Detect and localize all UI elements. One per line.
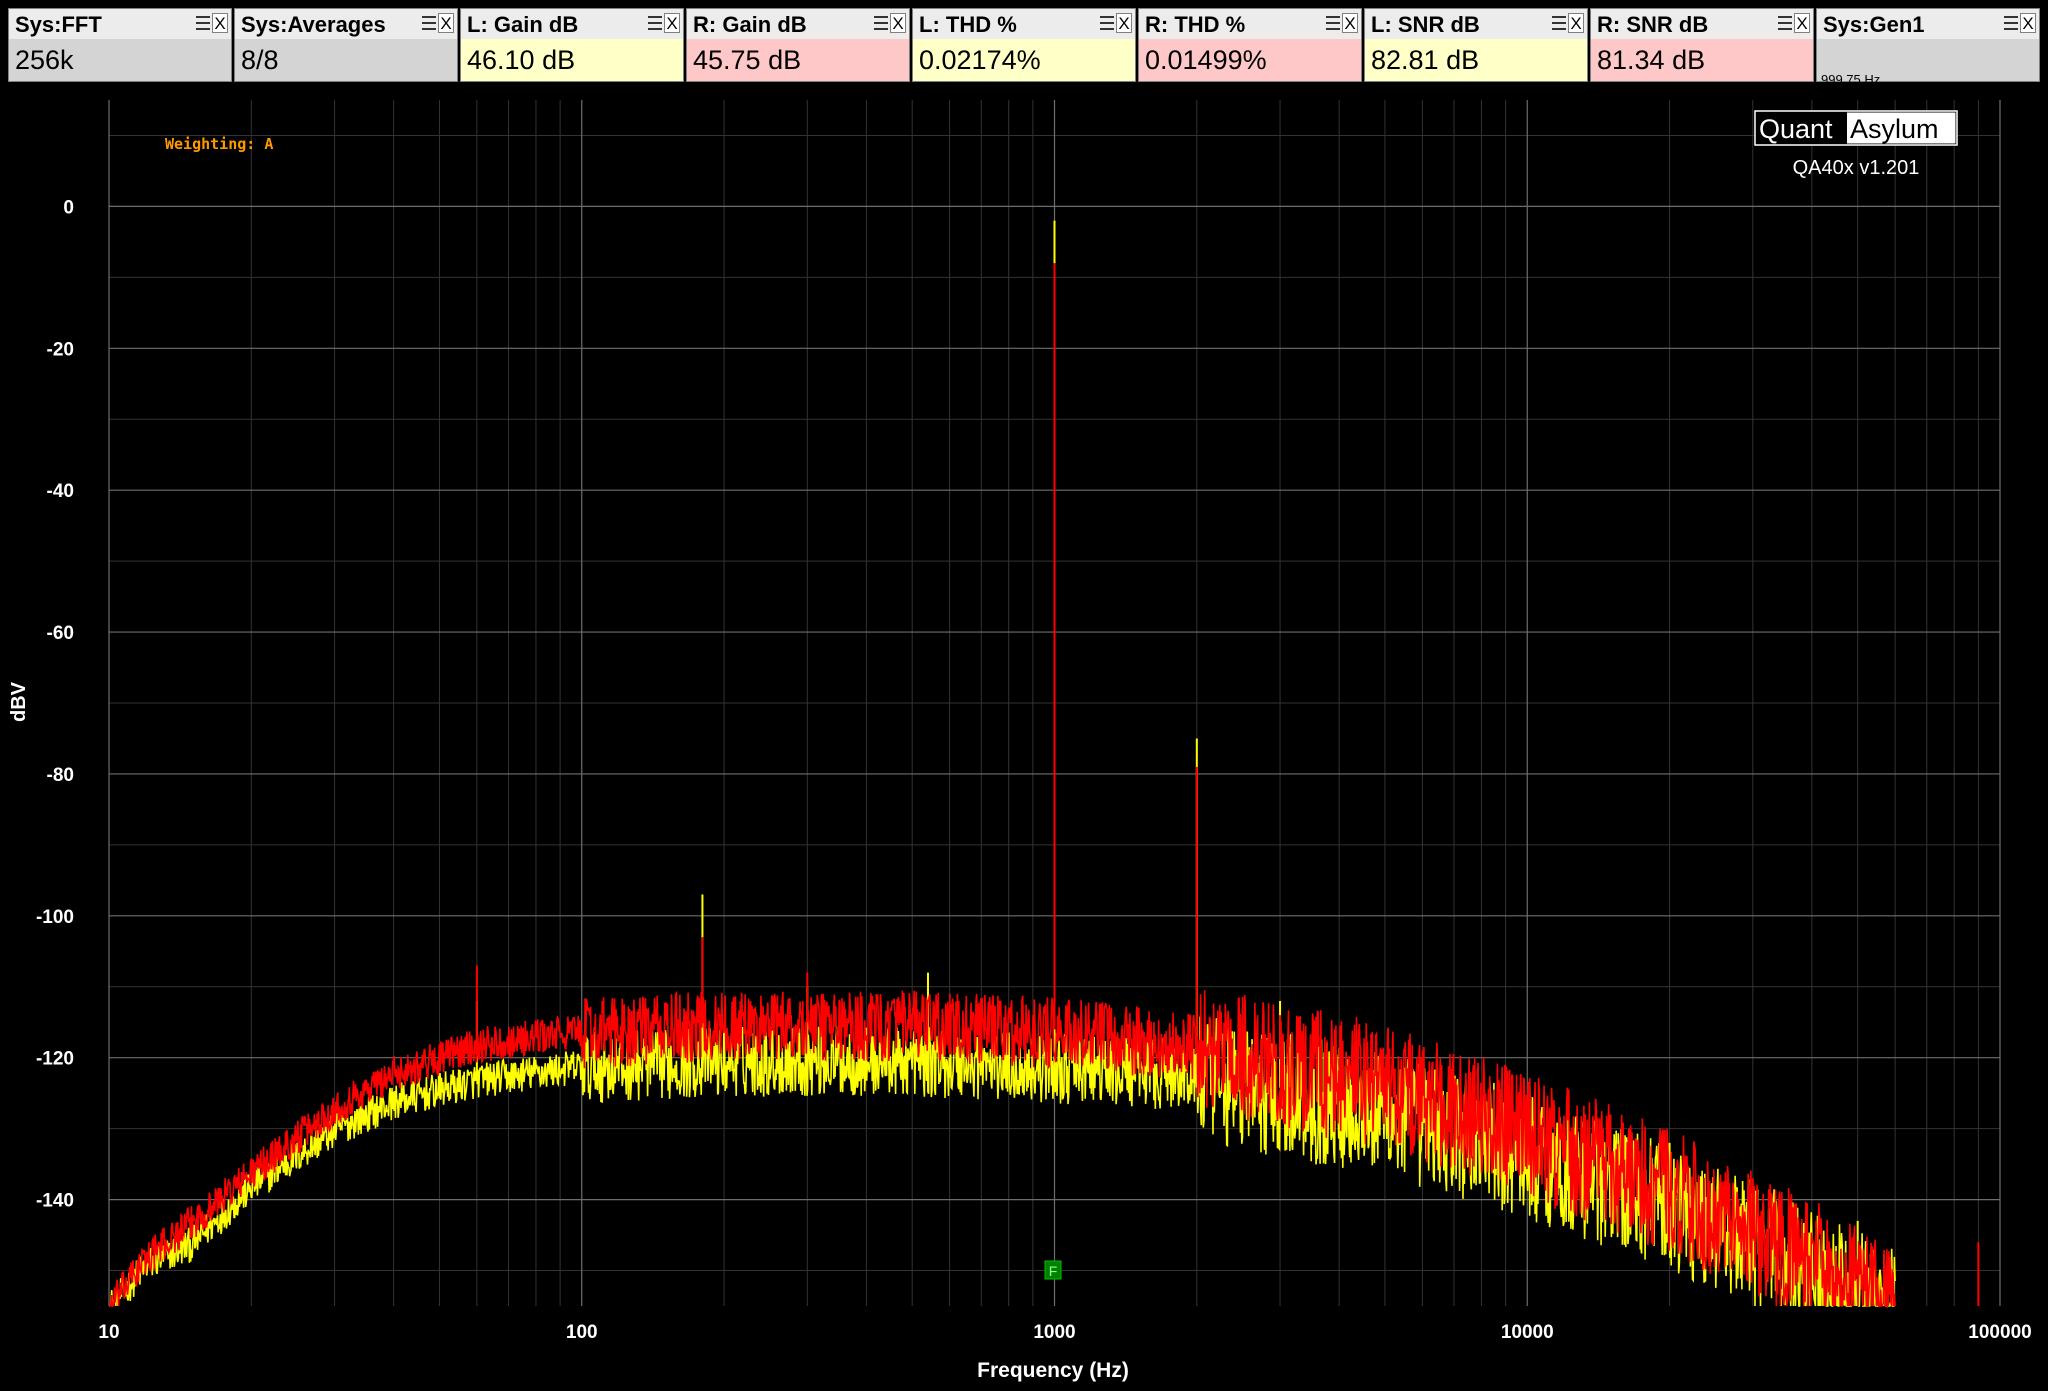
tile-menu-icon[interactable]: [422, 14, 436, 32]
tile-title: L: THD %: [919, 12, 1017, 37]
tile-menu-icon[interactable]: [196, 14, 210, 32]
y-tick-label: -120: [36, 1049, 74, 1070]
brand-logo: Quant Asylum: [1754, 110, 1958, 146]
tile-close-icon[interactable]: X: [1342, 13, 1358, 33]
tile-header: R: SNR dB X: [1591, 9, 1813, 39]
tile-value: 81.34 dB: [1597, 45, 1706, 75]
tile-value-area: 81.34 dB: [1591, 39, 1813, 81]
tile-value: 0.02174%: [919, 45, 1041, 75]
tile-value: 46.10 dB: [467, 45, 576, 75]
y-tick-label: -100: [36, 907, 74, 928]
measurement-tile[interactable]: Sys:Averages X 8/8: [234, 8, 458, 82]
measurement-tile[interactable]: R: SNR dB X 81.34 dB: [1590, 8, 1814, 82]
measurement-tile[interactable]: R: THD % X 0.01499%: [1138, 8, 1362, 82]
tile-close-icon[interactable]: X: [212, 13, 228, 33]
trace-R-noise: [108, 990, 1896, 1309]
tile-menu-icon[interactable]: [1100, 14, 1114, 32]
measurement-tile[interactable]: L: Gain dB X 46.10 dB: [460, 8, 684, 82]
y-tick-label: 0: [63, 197, 74, 218]
tile-title: L: Gain dB: [467, 12, 579, 37]
tile-header: L: SNR dB X: [1365, 9, 1587, 39]
x-tick-label: 10: [98, 1322, 119, 1343]
measurement-tile[interactable]: Sys:Gen1 X 999.75 Hz-48.00 dBV / 3.981 mVr…: [1816, 8, 2040, 104]
tile-header: L: THD % X: [913, 9, 1135, 39]
tile-header: Sys:Gen1 X: [1817, 9, 2039, 39]
measurement-tile[interactable]: L: THD % X 0.02174%: [912, 8, 1136, 82]
tile-close-icon[interactable]: X: [1568, 13, 1584, 33]
tile-close-icon[interactable]: X: [664, 13, 680, 33]
tile-header: R: THD % X: [1139, 9, 1361, 39]
tile-title: Sys:Averages: [241, 12, 386, 37]
tile-menu-icon[interactable]: [1326, 14, 1340, 32]
tile-value-area: 256k: [9, 39, 231, 81]
generator-frequency: 999.75 Hz: [1821, 72, 1881, 87]
tile-title: R: Gain dB: [693, 12, 807, 37]
measurement-tile[interactable]: L: SNR dB X 82.81 dB: [1364, 8, 1588, 82]
tile-value: 8/8: [241, 45, 279, 75]
tile-title: R: THD %: [1145, 12, 1246, 37]
tile-title: Sys:Gen1: [1823, 12, 1925, 37]
tile-header: L: Gain dB X: [461, 9, 683, 39]
tile-close-icon[interactable]: X: [1794, 13, 1810, 33]
tile-title: L: SNR dB: [1371, 12, 1480, 37]
tile-close-icon[interactable]: X: [890, 13, 906, 33]
y-tick-label: -80: [47, 765, 74, 786]
x-tick-label: 100: [566, 1322, 598, 1343]
tile-title: Sys:FFT: [15, 12, 102, 37]
tile-header: Sys:Averages X: [235, 9, 457, 39]
tile-menu-icon[interactable]: [874, 14, 888, 32]
weighting-label: Weighting: A: [165, 135, 273, 153]
tile-menu-icon[interactable]: [1552, 14, 1566, 32]
version-label: QA40x v1.201: [1793, 157, 1920, 179]
tile-value: 256k: [15, 45, 74, 75]
marker-label: F: [1049, 1263, 1058, 1279]
y-tick-label: -40: [47, 481, 74, 502]
measurement-tile[interactable]: R: Gain dB X 45.75 dB: [686, 8, 910, 82]
y-tick-label: -20: [47, 339, 74, 360]
tile-close-icon[interactable]: X: [1116, 13, 1132, 33]
tile-menu-icon[interactable]: [1778, 14, 1792, 32]
x-tick-label: 10000: [1501, 1322, 1554, 1343]
y-axis-label: dBV: [8, 681, 30, 722]
y-tick-label: -60: [47, 623, 74, 644]
brand-right-text: Asylum: [1850, 114, 1939, 144]
tile-value-area: 46.10 dB: [461, 39, 683, 81]
tile-value-area: 45.75 dB: [687, 39, 909, 81]
tile-value-area: 82.81 dB: [1365, 39, 1587, 81]
brand-left-text: Quant: [1759, 114, 1833, 144]
tile-value: 45.75 dB: [693, 45, 802, 75]
measurement-tile[interactable]: Sys:FFT X 256k: [8, 8, 232, 82]
tile-menu-icon[interactable]: [648, 14, 662, 32]
measurement-tile-bar: Sys:FFT X 256k Sys:Averages X 8/8 L: Gain dB X 4…: [8, 8, 2040, 104]
fundamental-marker[interactable]: F: [1044, 1260, 1062, 1280]
tile-close-icon[interactable]: X: [2020, 13, 2036, 33]
tile-title: R: SNR dB: [1597, 12, 1709, 37]
tile-value-area: 0.02174%: [913, 39, 1135, 81]
tile-value-area: 8/8: [235, 39, 457, 81]
tile-header: Sys:FFT X: [9, 9, 231, 39]
tile-close-icon[interactable]: X: [438, 13, 454, 33]
fft-chart: 0 -20 -40 -60 -80 -100 -120 -140 10 100 1000 10000…: [0, 90, 2048, 1391]
trace-L-noise: [108, 1016, 1896, 1307]
tile-value-area: 0.01499%: [1139, 39, 1361, 81]
x-tick-label: 100000: [1968, 1322, 2031, 1343]
x-axis-label: Frequency (Hz): [977, 1359, 1129, 1382]
tile-header: R: Gain dB X: [687, 9, 909, 39]
tile-value: 0.01499%: [1145, 45, 1267, 75]
tile-value: 82.81 dB: [1371, 45, 1480, 75]
tile-menu-icon[interactable]: [2004, 14, 2018, 32]
x-tick-label: 1000: [1033, 1322, 1075, 1343]
y-tick-label: -140: [36, 1191, 74, 1212]
tile-value-area: 999.75 Hz-48.00 dBV / 3.981 mVrms: [1817, 39, 2039, 104]
